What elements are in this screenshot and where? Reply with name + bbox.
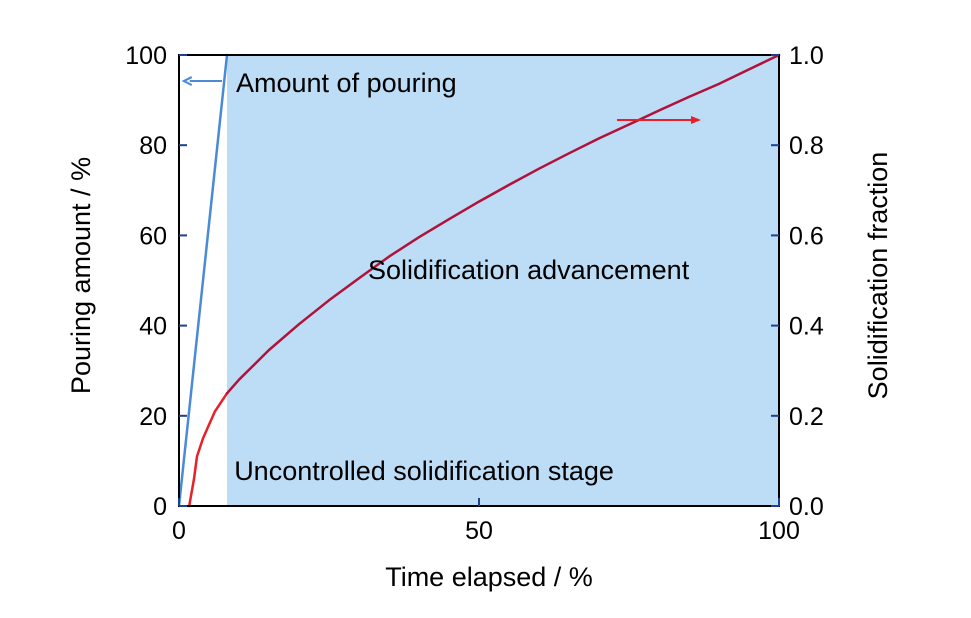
- tick-layer: [178, 54, 780, 507]
- right-y-tick-label-2: 0.4: [789, 313, 824, 341]
- right-y-tick-label-4: 0.8: [789, 132, 824, 160]
- left-y-tick-label-2: 40: [139, 313, 167, 341]
- x-axis-title: Time elapsed / %: [385, 562, 593, 592]
- solidification-region-shading: [227, 55, 779, 506]
- right-y-tick-label-0: 0.0: [789, 493, 824, 521]
- left-y-tick-label-3: 60: [139, 222, 167, 250]
- annotation-arrows: [181, 76, 701, 124]
- series-layer: [177, 53, 781, 508]
- pouring-arrow-head: [181, 76, 193, 86]
- right-y-axis-title: Solidification fraction: [863, 152, 893, 400]
- series-line-1: [187, 392, 229, 508]
- x-tick-label-1: 50: [465, 517, 493, 545]
- solidification-arrow-head: [691, 115, 701, 124]
- series-line-2: [225, 53, 781, 395]
- left-y-tick-label-0: 0: [153, 493, 167, 521]
- right-y-tick-label-1: 0.2: [789, 403, 824, 431]
- left-y-tick-label-5: 100: [125, 42, 167, 70]
- right-y-tick-label-5: 1.0: [789, 42, 824, 70]
- right-y-tick-label-3: 0.6: [789, 222, 824, 250]
- annotation-uncontrolled-stage: Uncontrolled solidification stage: [234, 456, 614, 486]
- left-y-axis-title: Pouring amount / %: [66, 157, 96, 394]
- x-tick-label-2: 100: [758, 517, 800, 545]
- left-y-tick-label-4: 80: [139, 132, 167, 160]
- left-y-tick-label-1: 20: [139, 403, 167, 431]
- series-line-0: [177, 53, 229, 508]
- annotation-amount-of-pouring: Amount of pouring: [236, 68, 457, 98]
- x-tick-label-0: 0: [172, 517, 186, 545]
- annotation-solidification-advancement: Solidification advancement: [368, 255, 690, 285]
